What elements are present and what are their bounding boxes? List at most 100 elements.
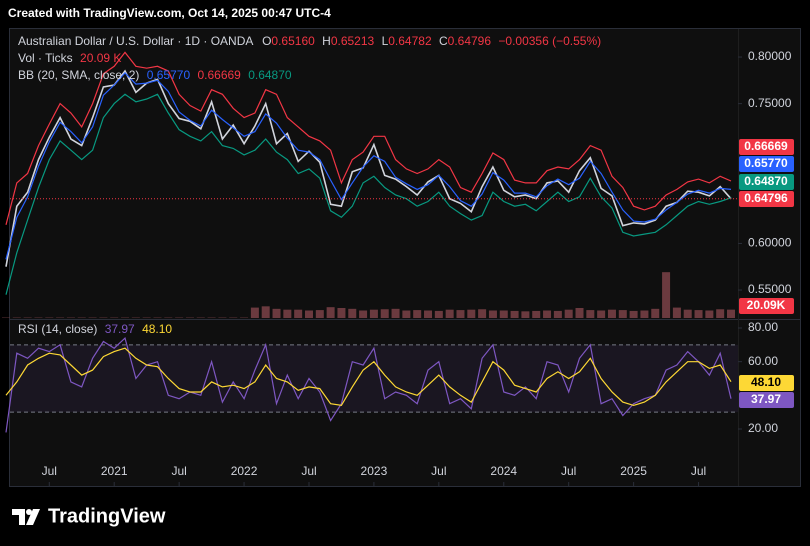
volume-bar <box>488 310 497 318</box>
logo-mark <box>12 509 25 525</box>
volume-bar <box>413 310 422 318</box>
price-badge <box>739 174 794 190</box>
price-badge-label: 0.66669 <box>744 139 788 153</box>
price-badge <box>739 156 794 172</box>
x-tick-label: Jul <box>42 464 57 478</box>
volume-bar <box>478 309 487 318</box>
logo: TradingView <box>12 505 166 527</box>
x-tick-label: 2022 <box>231 464 258 478</box>
x-tick-label: Jul <box>301 464 316 478</box>
legend-line: RSI (14, close) 37.97 48.10 <box>18 322 172 336</box>
price-line <box>5 93 732 295</box>
volume-bar <box>553 310 562 318</box>
volume-bar <box>326 307 335 318</box>
price-badge-label: 20.09K <box>747 298 786 312</box>
rsi-title: RSI (14, close) <box>18 322 97 336</box>
volume-bar <box>575 308 584 318</box>
y-tick-label: 0.60000 <box>748 236 792 250</box>
x-tick-label: 2024 <box>490 464 517 478</box>
x-tick-label: Jul <box>431 464 446 478</box>
price-badge <box>739 298 794 314</box>
x-tick-label: 2021 <box>101 464 128 478</box>
price-badge-label: 0.64796 <box>744 191 788 205</box>
legend-line: Vol · Ticks 20.09 K <box>18 51 121 65</box>
y-tick-label: 0.80000 <box>748 49 792 63</box>
price-badge <box>739 375 794 391</box>
volume-bar <box>716 309 725 318</box>
volume-bar <box>727 309 735 318</box>
brand: TradingView <box>48 505 166 527</box>
volume-bar <box>543 310 552 318</box>
ohlc-key: H <box>322 34 331 48</box>
volume-bar <box>662 272 671 318</box>
volume-bar <box>640 310 649 318</box>
chart-panel <box>9 28 801 487</box>
volume-bar <box>294 309 303 318</box>
price-badge-label: 48.10 <box>751 375 781 389</box>
price-line <box>5 72 732 260</box>
volume-bar <box>683 309 692 318</box>
y-tick-label: 0.55000 <box>748 282 792 296</box>
y-tick-label: 80.00 <box>748 320 778 334</box>
y-tick-label: 0.75000 <box>748 96 792 110</box>
volume-bar <box>369 309 378 318</box>
volume-bar <box>694 310 703 318</box>
price-badge-label: 0.64870 <box>744 174 788 188</box>
legend-line: Australian Dollar / U.S. Dollar · 1D · O… <box>18 34 601 48</box>
volume-bar <box>672 307 681 318</box>
price-line <box>5 51 732 225</box>
price-badge <box>739 392 794 408</box>
x-tick-label: Jul <box>691 464 706 478</box>
x-tick-label: 2025 <box>620 464 647 478</box>
volume-bar <box>597 310 606 318</box>
y-tick-label: 20.00 <box>748 421 778 435</box>
volume-bar <box>391 308 400 318</box>
ohlc-value: 0.64796 <box>448 34 492 48</box>
legend-line: BB (20, SMA, close, 2) 0.65770 0.66669 0… <box>18 68 292 82</box>
volume-bar <box>629 310 638 318</box>
y-tick-label: 60.00 <box>748 354 778 368</box>
ohlc-value: 0.65160 <box>271 34 315 48</box>
logo-mark <box>26 509 32 515</box>
volume-bar <box>272 308 281 318</box>
volume-bar <box>467 309 476 318</box>
volume-bar <box>380 309 389 318</box>
volume-bar <box>250 307 259 318</box>
volume-bar <box>261 306 270 318</box>
bb-title: BB (20, SMA, close, 2) <box>18 68 139 82</box>
volume-bar <box>607 309 616 318</box>
volume-bar <box>456 310 465 318</box>
volume-bar <box>283 309 292 318</box>
volume-bar <box>434 310 443 318</box>
volume-bar <box>586 310 595 318</box>
ohlc-key: O <box>262 34 271 48</box>
bb-upper: 0.66669 <box>197 68 241 82</box>
volume-bar <box>532 310 541 318</box>
volume-bar <box>510 310 519 318</box>
rsi-value: 37.97 <box>105 322 135 336</box>
rsi-line <box>5 336 732 433</box>
volume-bar <box>618 310 627 318</box>
x-tick-label: 2023 <box>361 464 388 478</box>
volume-bar <box>564 309 573 318</box>
volume-bar <box>424 310 433 318</box>
volume-bar <box>651 308 660 318</box>
legend: Australian Dollar / U.S. Dollar · 1D · O… <box>18 34 601 336</box>
volume-bar <box>521 311 530 318</box>
x-tick-label: Jul <box>171 464 186 478</box>
price-badge <box>739 191 794 207</box>
created-note: Created with TradingView.com, Oct 14, 20… <box>8 6 331 20</box>
volume-bar <box>337 308 346 318</box>
volume-bar <box>359 310 368 318</box>
rsi-ma-value: 48.10 <box>142 322 172 336</box>
bb-lower: 0.64870 <box>248 68 292 82</box>
volume-bar <box>315 310 324 318</box>
volume-bar <box>499 310 508 318</box>
plot-layer: Jul 2021 Jul 2022 Jul 2023 Jul 2024 Jul 2025 Jul 0.… <box>2 49 794 486</box>
volume-bar <box>445 309 454 318</box>
volume-bar <box>402 310 411 318</box>
change: −0.00356 (−0.55%) <box>498 34 601 48</box>
ohlc-key: C <box>439 34 448 48</box>
rsi-line <box>5 347 732 407</box>
